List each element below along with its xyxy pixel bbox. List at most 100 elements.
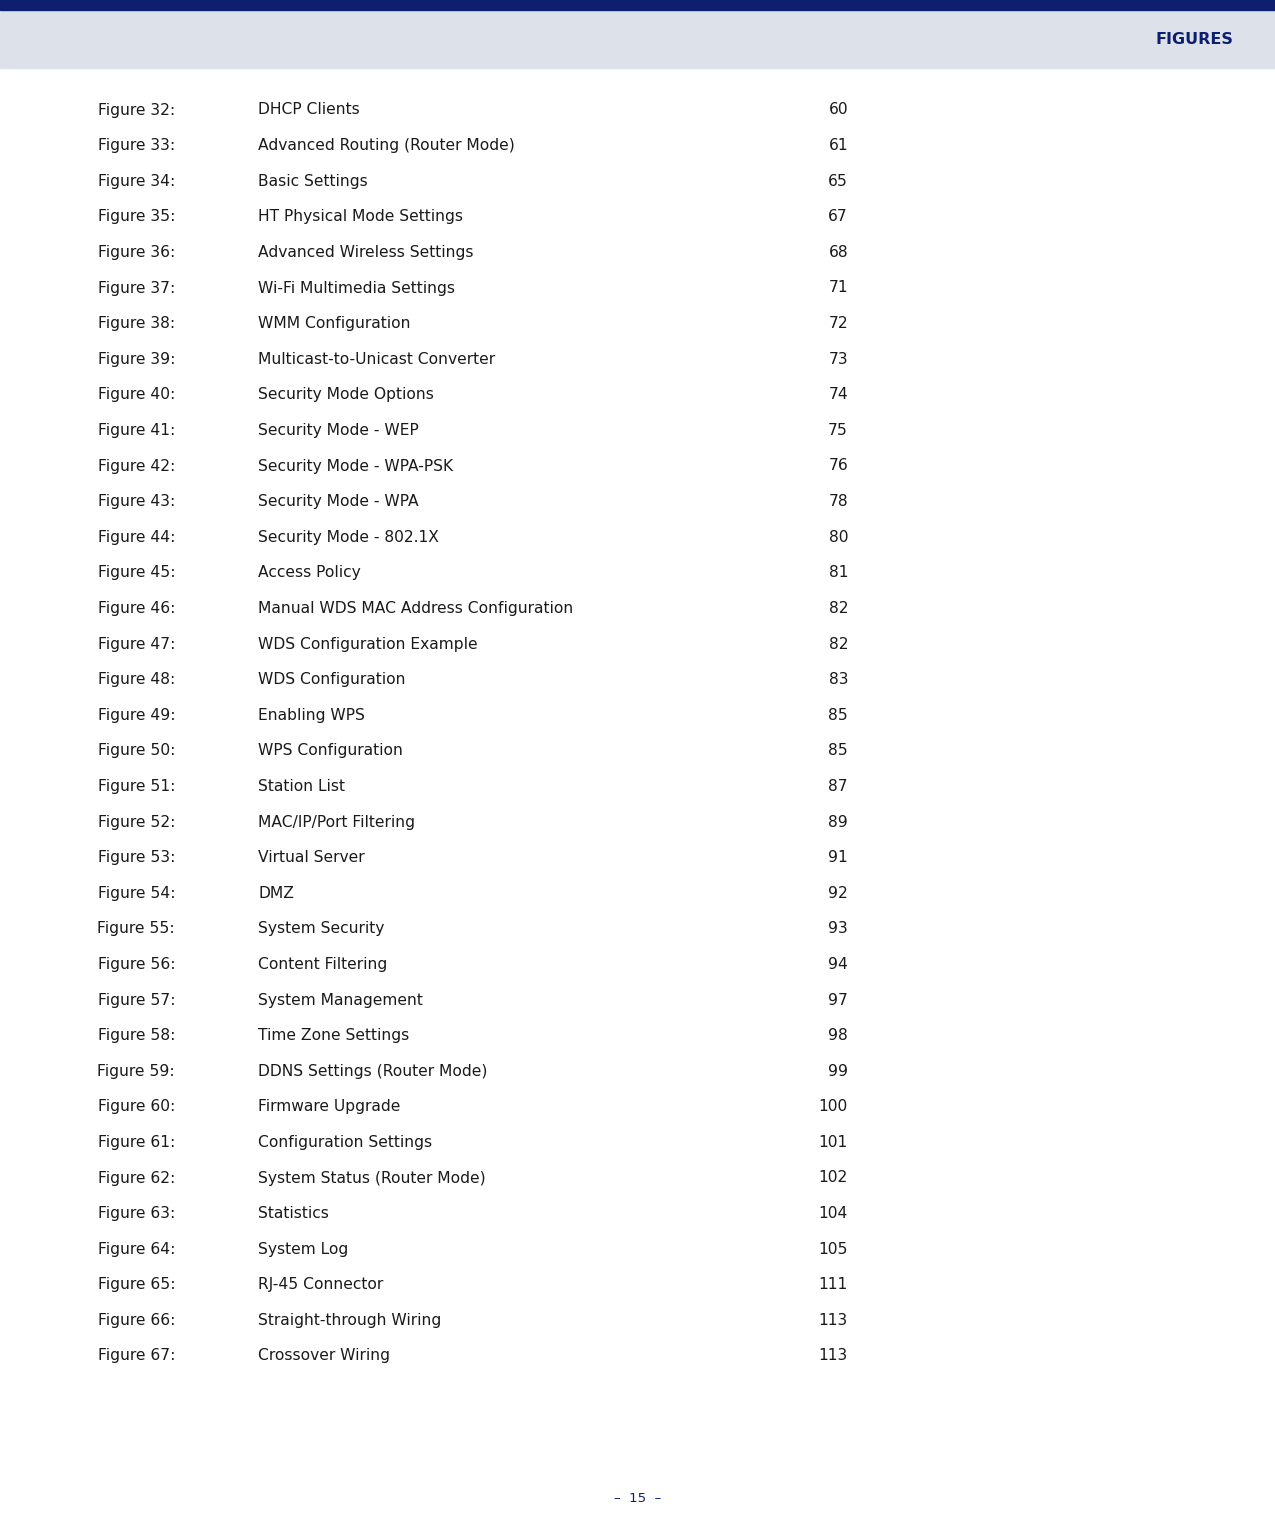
Text: 82: 82: [829, 636, 848, 651]
Text: WDS Configuration Example: WDS Configuration Example: [258, 636, 478, 651]
Text: 99: 99: [827, 1063, 848, 1079]
Text: Figure 32:: Figure 32:: [98, 103, 175, 118]
Text: Figure 63:: Figure 63:: [98, 1206, 175, 1221]
Text: 61: 61: [829, 138, 848, 153]
Text: WDS Configuration: WDS Configuration: [258, 673, 405, 686]
Text: Advanced Wireless Settings: Advanced Wireless Settings: [258, 245, 473, 260]
Text: Figure 57:: Figure 57:: [97, 993, 175, 1008]
Text: System Management: System Management: [258, 993, 423, 1008]
Text: System Status (Router Mode): System Status (Router Mode): [258, 1170, 486, 1186]
Text: 89: 89: [829, 815, 848, 829]
Text: Figure 37:: Figure 37:: [98, 280, 175, 296]
Text: Figure 66:: Figure 66:: [98, 1313, 175, 1328]
Text: 60: 60: [829, 103, 848, 118]
Text: Content Filtering: Content Filtering: [258, 958, 388, 971]
Text: WPS Configuration: WPS Configuration: [258, 743, 403, 758]
Text: Figure 58:: Figure 58:: [98, 1028, 175, 1043]
Text: 113: 113: [819, 1348, 848, 1363]
Bar: [0, 0, 1275, 67]
Text: DDNS Settings (Router Mode): DDNS Settings (Router Mode): [258, 1063, 487, 1079]
Text: Figure 52:: Figure 52:: [98, 815, 175, 829]
Text: Figure 47:: Figure 47:: [98, 636, 175, 651]
Text: Figure 55:: Figure 55:: [97, 921, 175, 936]
Text: Access Policy: Access Policy: [258, 565, 361, 581]
Text: 68: 68: [829, 245, 848, 260]
Text: HT Physical Mode Settings: HT Physical Mode Settings: [258, 210, 463, 224]
Text: 76: 76: [829, 458, 848, 473]
Text: RJ-45 Connector: RJ-45 Connector: [258, 1278, 384, 1293]
Text: 113: 113: [819, 1313, 848, 1328]
Text: Figure 56:: Figure 56:: [97, 958, 175, 971]
Text: 81: 81: [829, 565, 848, 581]
Text: Figure 67:: Figure 67:: [98, 1348, 175, 1363]
Text: Wi-Fi Multimedia Settings: Wi-Fi Multimedia Settings: [258, 280, 455, 296]
Text: MAC/IP/Port Filtering: MAC/IP/Port Filtering: [258, 815, 414, 829]
Text: Figure 54:: Figure 54:: [97, 885, 175, 901]
Text: Security Mode - WPA: Security Mode - WPA: [258, 495, 418, 509]
Text: Security Mode - WEP: Security Mode - WEP: [258, 423, 418, 438]
Text: Figure 44:: Figure 44:: [98, 530, 175, 545]
Text: Figure 46:: Figure 46:: [98, 601, 175, 616]
Text: DMZ: DMZ: [258, 885, 295, 901]
Text: Figure 50:: Figure 50:: [98, 743, 175, 758]
Text: Multicast-to-Unicast Converter: Multicast-to-Unicast Converter: [258, 352, 495, 366]
Text: DHCP Clients: DHCP Clients: [258, 103, 360, 118]
Text: Virtual Server: Virtual Server: [258, 850, 365, 866]
Text: Advanced Routing (Router Mode): Advanced Routing (Router Mode): [258, 138, 515, 153]
Text: Straight-through Wiring: Straight-through Wiring: [258, 1313, 441, 1328]
Text: Figure 53:: Figure 53:: [98, 850, 175, 866]
Text: Security Mode - WPA-PSK: Security Mode - WPA-PSK: [258, 458, 453, 473]
Text: 75: 75: [829, 423, 848, 438]
Text: 102: 102: [819, 1170, 848, 1186]
Text: 67: 67: [829, 210, 848, 224]
Text: Configuration Settings: Configuration Settings: [258, 1135, 432, 1151]
Text: –  15  –: – 15 –: [613, 1492, 662, 1504]
Text: Figure 45:: Figure 45:: [97, 565, 175, 581]
Text: Figure 41:: Figure 41:: [98, 423, 175, 438]
Text: Time Zone Settings: Time Zone Settings: [258, 1028, 409, 1043]
Text: Figure 38:: Figure 38:: [98, 316, 175, 331]
Text: Figure 35:: Figure 35:: [98, 210, 175, 224]
Text: Figure 48:: Figure 48:: [98, 673, 175, 686]
Text: System Log: System Log: [258, 1242, 348, 1256]
Text: Figure 40:: Figure 40:: [98, 388, 175, 403]
Text: 85: 85: [829, 708, 848, 723]
Text: 65: 65: [829, 173, 848, 188]
Text: Figure 33:: Figure 33:: [98, 138, 175, 153]
Text: Station List: Station List: [258, 778, 346, 794]
Text: Basic Settings: Basic Settings: [258, 173, 367, 188]
Text: System Security: System Security: [258, 921, 384, 936]
Text: 97: 97: [829, 993, 848, 1008]
Text: Figure 39:: Figure 39:: [98, 352, 175, 366]
Text: Enabling WPS: Enabling WPS: [258, 708, 365, 723]
Text: Security Mode Options: Security Mode Options: [258, 388, 434, 403]
Text: 104: 104: [819, 1206, 848, 1221]
Text: 98: 98: [829, 1028, 848, 1043]
Text: 87: 87: [829, 778, 848, 794]
Text: 91: 91: [829, 850, 848, 866]
Text: 73: 73: [829, 352, 848, 366]
Text: 85: 85: [829, 743, 848, 758]
Text: 74: 74: [829, 388, 848, 403]
Text: Security Mode - 802.1X: Security Mode - 802.1X: [258, 530, 439, 545]
Text: 78: 78: [829, 495, 848, 509]
Text: Figure 61:: Figure 61:: [98, 1135, 175, 1151]
Text: 92: 92: [829, 885, 848, 901]
Text: Figure 36:: Figure 36:: [98, 245, 175, 260]
Text: 105: 105: [819, 1242, 848, 1256]
Text: Figure 65:: Figure 65:: [97, 1278, 175, 1293]
Text: Figure 42:: Figure 42:: [98, 458, 175, 473]
Text: 71: 71: [829, 280, 848, 296]
Text: Figure 62:: Figure 62:: [98, 1170, 175, 1186]
Text: Statistics: Statistics: [258, 1206, 329, 1221]
Text: FIGURES: FIGURES: [1155, 32, 1233, 46]
Text: Figure 51:: Figure 51:: [98, 778, 175, 794]
Text: 72: 72: [829, 316, 848, 331]
Text: Firmware Upgrade: Firmware Upgrade: [258, 1100, 400, 1114]
Text: 83: 83: [829, 673, 848, 686]
Text: 100: 100: [819, 1100, 848, 1114]
Text: 80: 80: [829, 530, 848, 545]
Text: Figure 34:: Figure 34:: [98, 173, 175, 188]
Text: Manual WDS MAC Address Configuration: Manual WDS MAC Address Configuration: [258, 601, 574, 616]
Text: Crossover Wiring: Crossover Wiring: [258, 1348, 390, 1363]
